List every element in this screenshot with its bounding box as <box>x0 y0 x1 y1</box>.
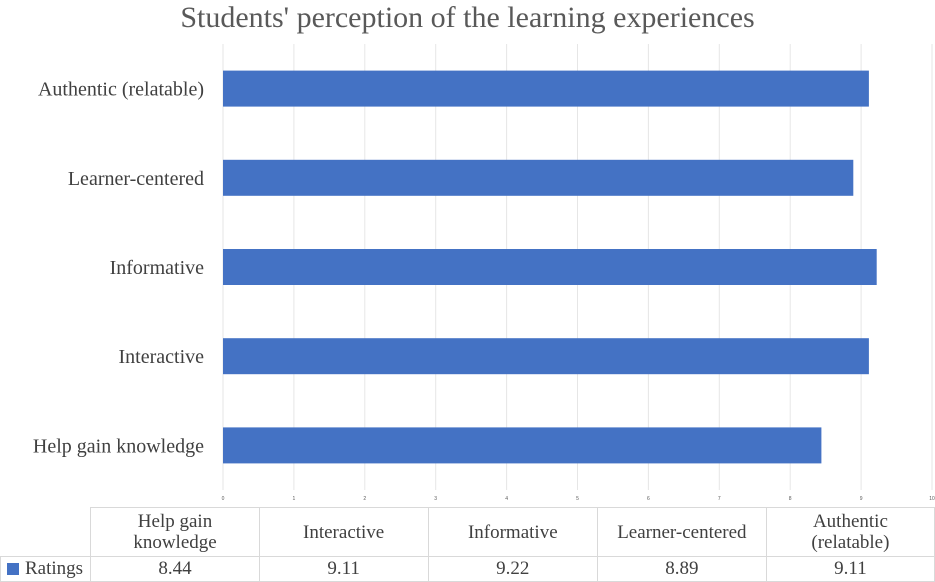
table-header-cell: Help gain knowledge <box>90 507 260 557</box>
x-tick-label: 3 <box>434 496 437 502</box>
category-label: Authentic (relatable) <box>38 79 204 101</box>
x-tick-label: 9 <box>860 496 863 502</box>
header-line: (relatable) <box>811 532 890 553</box>
bar <box>223 249 877 285</box>
bars <box>223 70 877 464</box>
x-tick-label: 5 <box>576 496 579 502</box>
header-line: Authentic <box>812 511 888 532</box>
x-tick-label: 10 <box>929 496 935 502</box>
x-tick-label: 1 <box>293 496 296 502</box>
table-value-cell: 9.11 <box>258 556 429 582</box>
header-line: knowledge <box>133 532 217 553</box>
x-tick-label: 4 <box>505 496 508 502</box>
bar <box>223 427 822 464</box>
header-line: Help gain <box>137 511 213 532</box>
table-value-cell: 8.89 <box>596 556 767 582</box>
legend-series-cell: Ratings <box>0 556 92 582</box>
table-header-cell: Informative <box>427 507 598 557</box>
table-corner <box>0 507 92 557</box>
legend-swatch <box>7 563 19 575</box>
x-tick-label: 2 <box>363 496 366 502</box>
bar <box>223 70 869 107</box>
table-header-cell: Authentic (relatable) <box>765 507 935 557</box>
table-value-cell: 9.11 <box>765 556 935 582</box>
x-tick-label: 7 <box>718 496 721 502</box>
header-line: Interactive <box>303 521 385 543</box>
table-header-cell: Interactive <box>258 507 429 557</box>
legend-series-label: Ratings <box>25 558 84 579</box>
bar <box>223 159 854 196</box>
chart-title: Students' perception of the learning exp… <box>180 1 755 34</box>
category-label: Informative <box>110 257 205 279</box>
table-value-cell: 8.44 <box>90 556 260 582</box>
x-tick-label: 6 <box>647 496 650 502</box>
category-label: Interactive <box>119 346 205 368</box>
category-label: Learner-centered <box>68 168 204 190</box>
x-tick-label: 8 <box>789 496 792 502</box>
x-tick-labels: 0 1 2 3 4 5 6 7 8 9 10 <box>222 496 935 502</box>
category-label: Help gain knowledge <box>33 435 204 457</box>
category-labels: Help gain knowledge Interactive Informativ… <box>33 79 204 458</box>
table-value-cell: 9.22 <box>427 556 598 582</box>
header-line: Learner-centered <box>617 521 747 543</box>
x-tick-label: 0 <box>222 496 225 502</box>
bar-chart: Help gain knowledge Interactive Informativ… <box>33 44 935 502</box>
header-line: Informative <box>467 521 558 543</box>
data-table: Help gain knowledge Interactive Informat… <box>0 507 935 582</box>
bar <box>223 338 869 375</box>
table-header-cell: Learner-centered <box>596 507 767 557</box>
